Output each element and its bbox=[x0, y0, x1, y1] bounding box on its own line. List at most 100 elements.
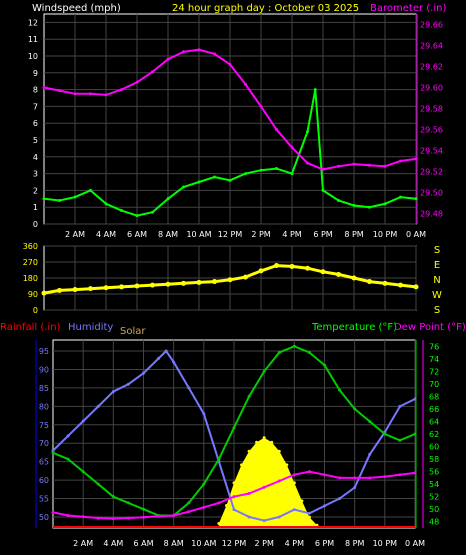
humidity-point bbox=[338, 497, 342, 501]
direction-y-tick-label: 180 bbox=[23, 274, 38, 283]
solar-point bbox=[240, 463, 244, 467]
temperature-y-tick-label: 52 bbox=[429, 493, 439, 502]
direction-point bbox=[274, 263, 279, 269]
humidity-point bbox=[202, 412, 206, 416]
windspeed-point bbox=[383, 202, 387, 206]
temperature-y-tick-label: 48 bbox=[429, 518, 439, 527]
barometer-point bbox=[414, 157, 418, 161]
wind-panel-series bbox=[42, 48, 418, 218]
direction-panel-ticks: 0 90 180 270 360 bbox=[23, 242, 38, 315]
humidity-point bbox=[292, 508, 296, 512]
direction-point bbox=[243, 274, 248, 280]
wind-y-tick-label: 10 bbox=[28, 52, 38, 61]
direction-point bbox=[258, 268, 264, 274]
temp-time-label: 6 PM bbox=[315, 539, 334, 548]
humidity-point bbox=[142, 371, 145, 375]
direction-point bbox=[413, 284, 419, 290]
temp-panel-ticks: 50 55 60 65 70 75 80 85 90 95 48 50 52 54 56 58 60 62 64 66… bbox=[39, 340, 439, 528]
barometer-point bbox=[228, 62, 232, 66]
compass-label: E bbox=[434, 260, 440, 271]
temperature-point bbox=[126, 501, 130, 505]
temperature-point bbox=[81, 470, 85, 474]
humidity-point bbox=[262, 519, 266, 523]
dewpoint-point bbox=[142, 515, 145, 519]
humidity-point bbox=[66, 434, 70, 438]
temperature-point bbox=[142, 507, 145, 511]
windspeed-point bbox=[166, 197, 170, 201]
windspeed-point bbox=[275, 167, 278, 171]
temperature-y-tick-label: 68 bbox=[429, 392, 439, 401]
temp-time-label: 8 AM bbox=[164, 539, 184, 548]
direction-point bbox=[57, 287, 62, 293]
direction-y-tick-label: 270 bbox=[23, 258, 38, 267]
compass-label: S bbox=[434, 305, 440, 316]
solar-point bbox=[292, 481, 296, 485]
solar-point bbox=[270, 440, 274, 444]
humidity-point bbox=[126, 382, 130, 386]
solar-point bbox=[262, 436, 266, 440]
temp-time-label: 2 AM bbox=[73, 539, 93, 548]
solar-point bbox=[277, 449, 281, 453]
direction-point bbox=[119, 284, 124, 290]
solar-series-area bbox=[218, 437, 317, 528]
wind-y-tick-label: 4 bbox=[33, 153, 38, 162]
windspeed-point bbox=[290, 172, 294, 176]
windspeed-point bbox=[306, 130, 309, 134]
wind-time-label: 6 AM bbox=[127, 230, 147, 239]
temperature-y-tick-label: 72 bbox=[429, 367, 439, 376]
dewpoint-point bbox=[126, 516, 130, 520]
temperature-point bbox=[232, 426, 236, 430]
temperature-y-tick-label: 50 bbox=[429, 505, 439, 514]
barometer-y-tick-label: 29.48 bbox=[420, 210, 443, 219]
compass-label: N bbox=[433, 275, 440, 286]
dewpoint-point bbox=[323, 473, 326, 477]
wind-y-tick-label: 11 bbox=[28, 35, 38, 44]
windspeed-point bbox=[73, 195, 77, 199]
humidity-y-tick-label: 65 bbox=[39, 458, 49, 467]
direction-point bbox=[320, 269, 326, 275]
solar-point bbox=[300, 499, 304, 503]
windspeed-point bbox=[89, 188, 92, 192]
barometer-point bbox=[166, 57, 170, 61]
windspeed-point bbox=[399, 195, 402, 199]
direction-y-tick-label: 0 bbox=[33, 306, 38, 315]
barometer-y-tick-label: 29.62 bbox=[420, 63, 443, 72]
dewpoint-point bbox=[81, 515, 85, 519]
humidity-point bbox=[368, 452, 372, 456]
direction-point bbox=[305, 265, 310, 271]
temperature-point bbox=[398, 438, 402, 442]
humidity-point bbox=[172, 360, 176, 364]
wind-time-label: 4 AM bbox=[96, 230, 116, 239]
humidity-point bbox=[307, 511, 311, 515]
dewpoint-point bbox=[277, 479, 281, 483]
humidity-point bbox=[81, 419, 85, 423]
windspeed-point bbox=[42, 197, 46, 201]
temp-panel-series bbox=[51, 344, 417, 528]
barometer-point bbox=[399, 159, 402, 163]
temperature-point bbox=[187, 501, 191, 505]
humidity-point bbox=[323, 504, 326, 508]
barometer-y-tick-label: 29.54 bbox=[420, 147, 443, 156]
barometer-y-tick-label: 29.64 bbox=[420, 42, 443, 51]
compass-label: S bbox=[434, 245, 440, 256]
dewpoint-point bbox=[66, 513, 70, 517]
dewpoint-point bbox=[51, 510, 55, 514]
barometer-point bbox=[58, 89, 61, 93]
direction-point bbox=[398, 282, 403, 288]
barometer-point bbox=[42, 86, 46, 89]
dewpoint-point bbox=[232, 495, 236, 499]
wind-time-label: 8 AM bbox=[158, 230, 178, 239]
humidity-point bbox=[413, 397, 417, 401]
solar-point bbox=[307, 515, 311, 519]
windspeed-point bbox=[337, 198, 340, 202]
humidity-y-tick-label: 50 bbox=[39, 513, 49, 522]
humidity-point bbox=[164, 349, 168, 353]
windspeed-point bbox=[368, 205, 371, 209]
dewpoint-point bbox=[353, 476, 357, 480]
temp-time-label: 4 PM bbox=[285, 539, 304, 548]
wind-time-label: 10 PM bbox=[373, 230, 398, 239]
direction-point bbox=[227, 277, 233, 283]
barometer-point bbox=[89, 92, 92, 96]
temperature-y-tick-label: 74 bbox=[429, 355, 439, 364]
